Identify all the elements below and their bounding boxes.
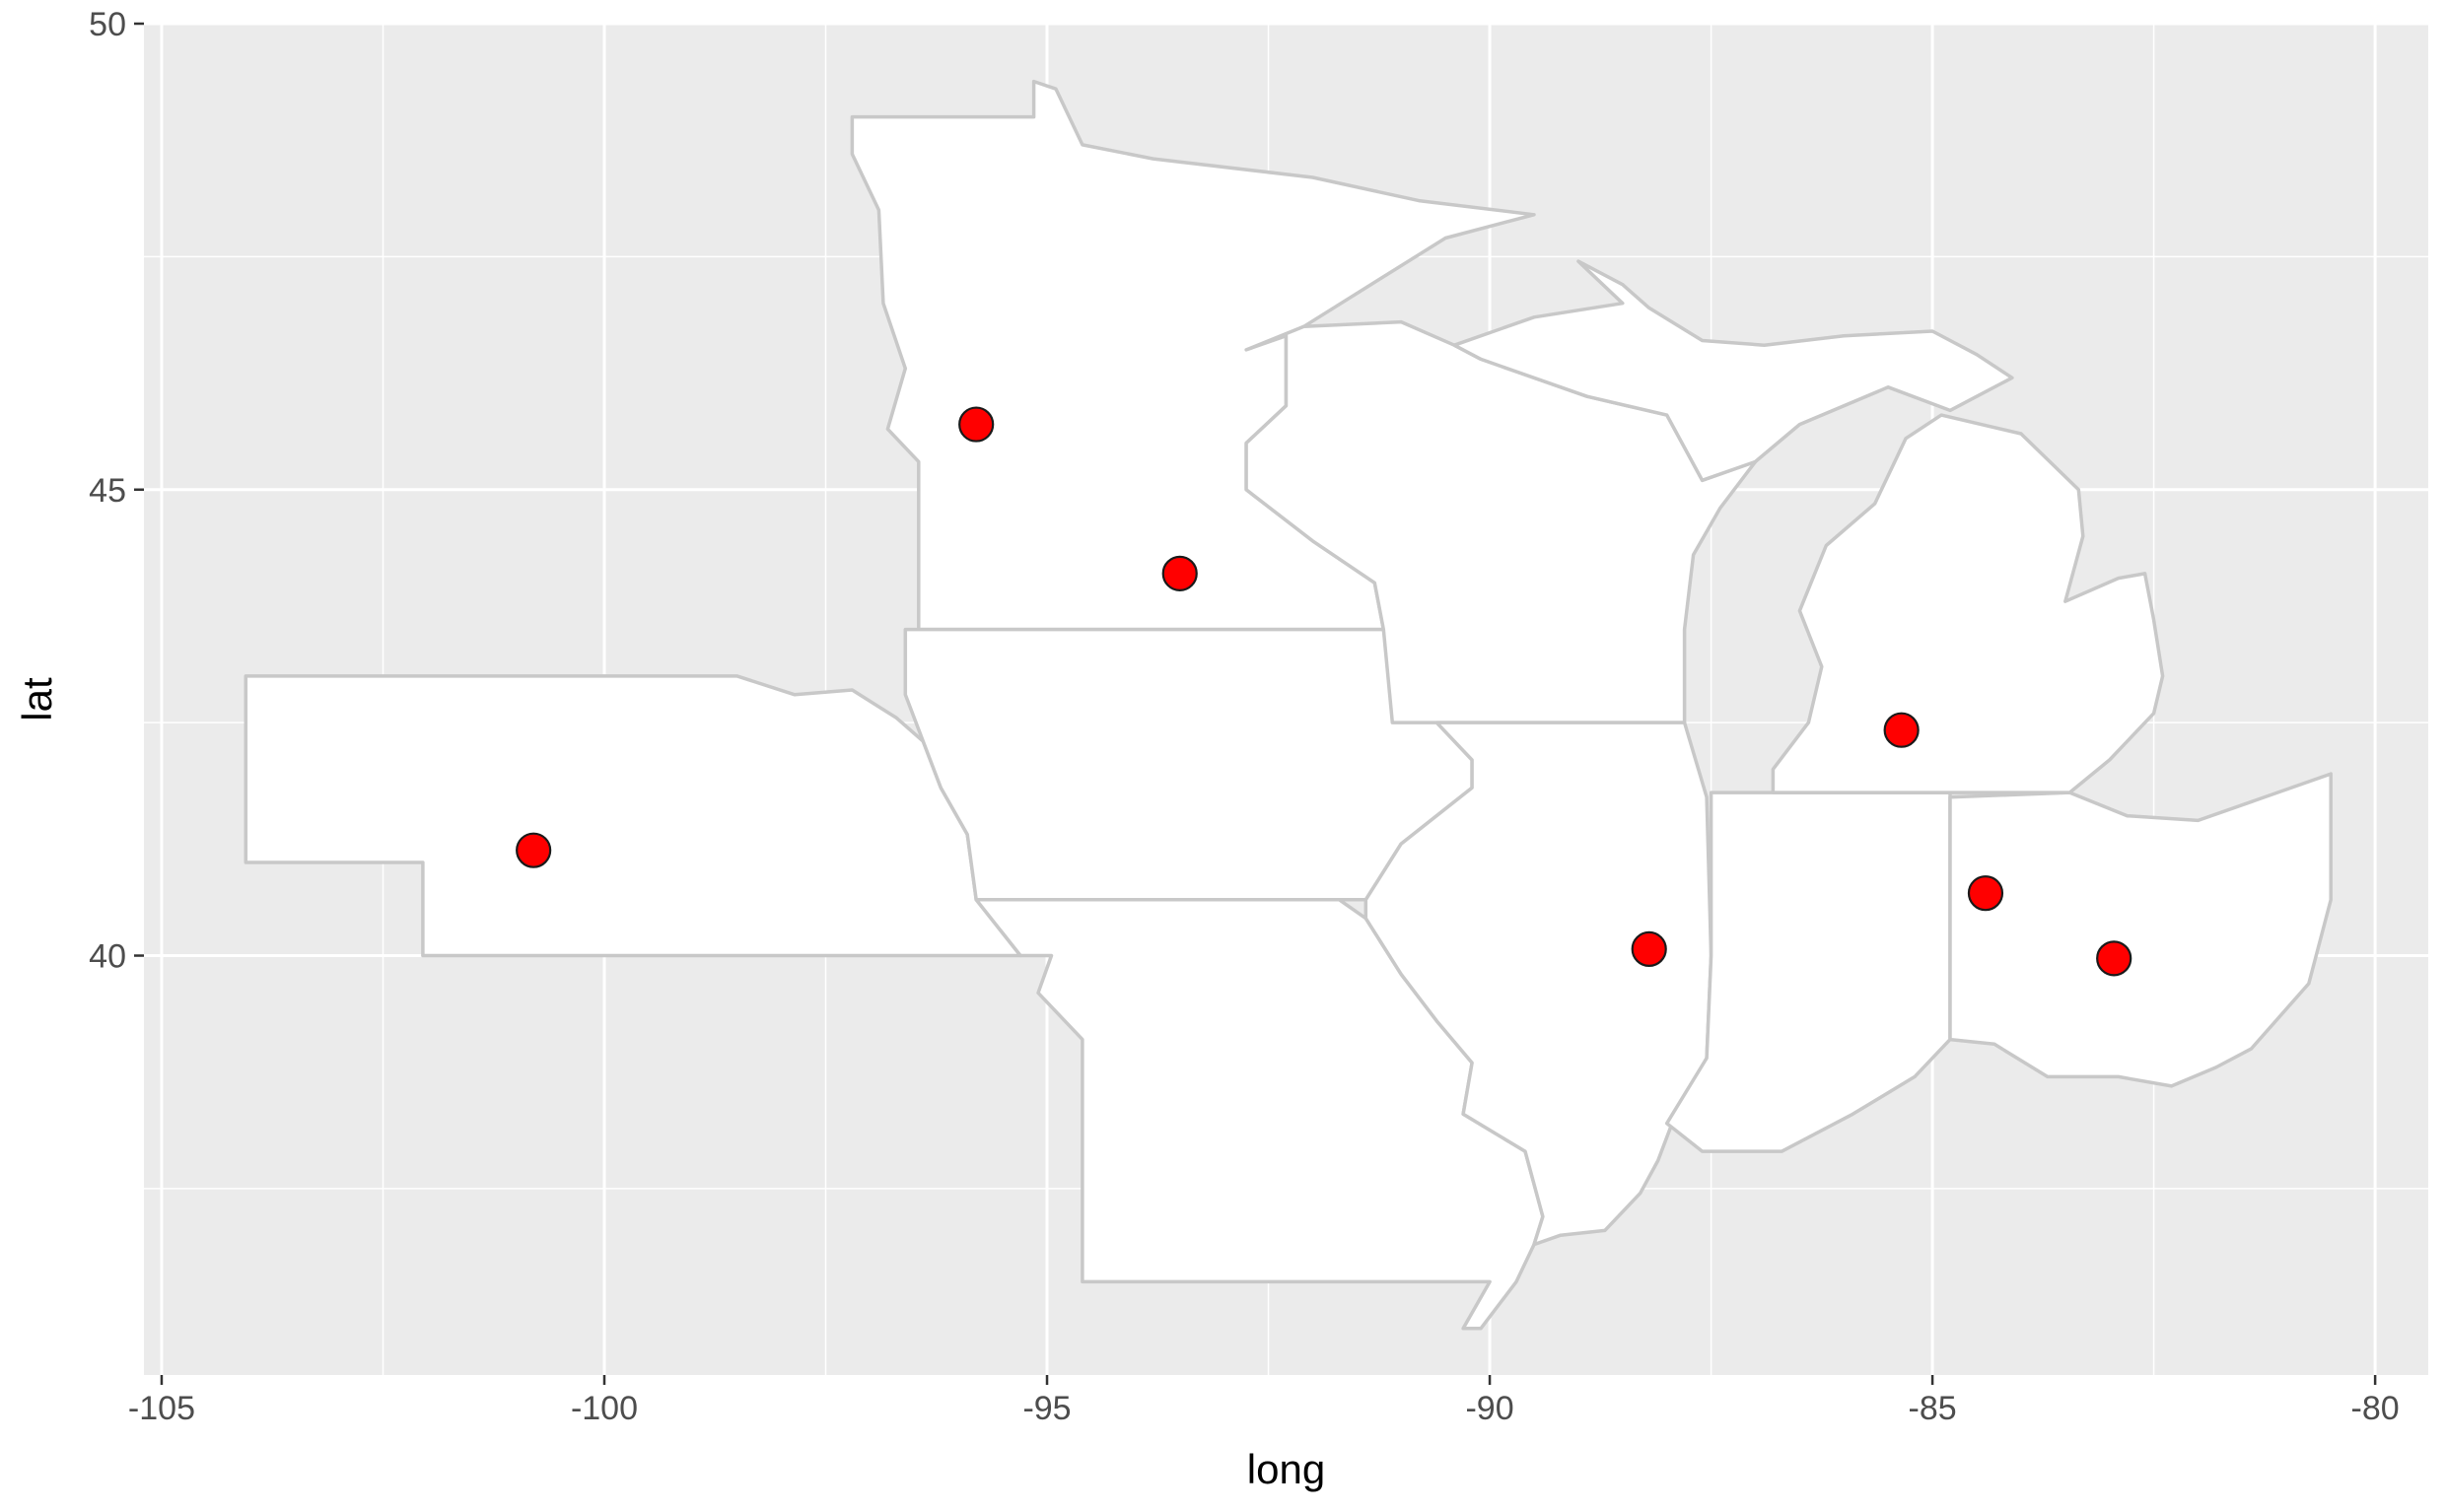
y-tick-label: 50: [89, 6, 126, 43]
x-tick-label: -80: [2351, 1390, 2400, 1427]
data-point: [958, 406, 995, 443]
x-tick-label: -100: [571, 1390, 638, 1427]
data-point: [516, 832, 552, 868]
x-tick-label: -105: [128, 1390, 195, 1427]
state-boundaries: [244, 79, 2333, 1331]
x-tick-label: -85: [1909, 1390, 1957, 1427]
y-tick-label: 40: [89, 938, 126, 976]
x-axis-title: long: [1247, 1446, 1325, 1492]
x-tick-label: -90: [1465, 1390, 1513, 1427]
data-point: [2096, 940, 2132, 977]
state-michigan-lower: [1771, 413, 2165, 794]
y-tick-label: 45: [89, 472, 126, 510]
x-tick-label: -95: [1022, 1390, 1071, 1427]
state-ohio: [1948, 772, 2333, 1088]
data-point: [1883, 712, 1920, 748]
data-point: [1161, 555, 1198, 591]
x-axis: -105 -100 -95 -90 -85 -80: [128, 1375, 2400, 1427]
data-points: [516, 406, 2132, 977]
state-michigan-upper: [1452, 259, 2014, 483]
data-point: [1967, 875, 2004, 912]
y-axis-title: lat: [14, 677, 60, 722]
y-axis: 40 45 50: [89, 6, 144, 976]
data-point: [1631, 930, 1667, 967]
